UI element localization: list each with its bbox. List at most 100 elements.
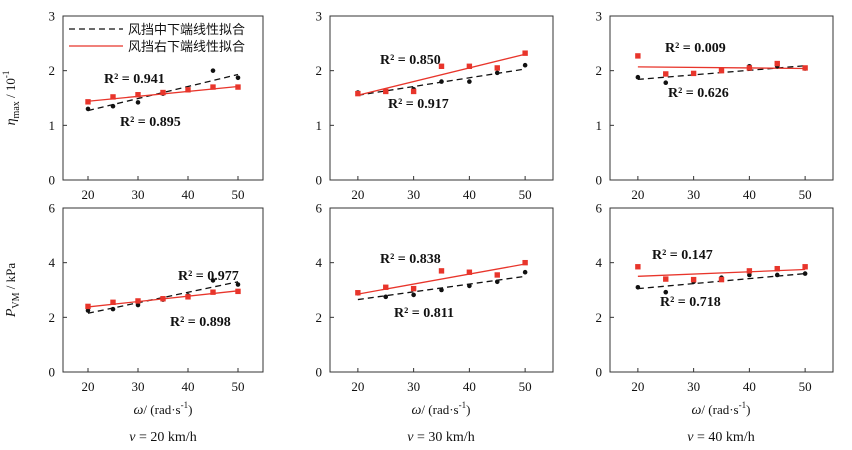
panel-r0-c2: 0 1 2 3 20 30 40 50 bbox=[596, 9, 834, 202]
data-point-right bbox=[135, 298, 141, 304]
x-tick-label: 40 bbox=[743, 379, 756, 394]
x-tick-label: 30 bbox=[132, 187, 145, 202]
data-point-right bbox=[718, 276, 725, 283]
y-label-symbol: η bbox=[4, 118, 19, 125]
r-squared-label: R² = 0.718 bbox=[660, 295, 721, 310]
plot-frame bbox=[609, 15, 834, 181]
data-point-right bbox=[210, 84, 216, 90]
y-tick-label: 2 bbox=[316, 310, 323, 325]
y-label-exponent: -1 bbox=[1, 71, 11, 79]
data-point-middle bbox=[235, 282, 241, 287]
data-point-middle bbox=[635, 74, 641, 80]
x-tick-label: 30 bbox=[132, 379, 145, 394]
data-point-right bbox=[355, 290, 361, 296]
data-point-right bbox=[135, 92, 141, 98]
x-axis-label: ω/ (rad·s-1) bbox=[412, 400, 471, 418]
data-point-right bbox=[210, 289, 216, 295]
data-point-right bbox=[466, 63, 473, 69]
y-tick-label: 2 bbox=[596, 310, 603, 325]
data-point-middle bbox=[494, 70, 500, 76]
caption-variable: v bbox=[687, 430, 694, 445]
x-label-symbol: ω bbox=[412, 403, 422, 418]
x-tick-label: 20 bbox=[631, 187, 644, 202]
x-label-symbol: ω bbox=[692, 403, 702, 418]
data-point-middle bbox=[439, 79, 444, 84]
y-tick-label: 4 bbox=[316, 255, 323, 270]
r-squared-label: R² = 0.977 bbox=[178, 269, 239, 284]
y-tick-label: 0 bbox=[596, 173, 603, 188]
r-squared-label: R² = 0.626 bbox=[668, 86, 729, 101]
x-label-unit: / (rad·s bbox=[143, 402, 180, 417]
r-squared-label: R² = 0.917 bbox=[388, 97, 449, 112]
r-squared-label: R² = 0.895 bbox=[120, 115, 181, 130]
x-tick-label: 50 bbox=[799, 379, 812, 394]
data-point-middle bbox=[635, 284, 641, 290]
data-point-right bbox=[690, 70, 697, 77]
data-point-middle bbox=[439, 287, 444, 293]
y-tick-label: 4 bbox=[596, 255, 603, 270]
y-axis-label-bottom: PVM / kPa bbox=[3, 263, 22, 319]
data-point-right bbox=[746, 268, 753, 274]
x-tick-label: 50 bbox=[232, 187, 245, 202]
y-label-subscript: VM bbox=[11, 292, 22, 308]
data-point-middle bbox=[467, 79, 472, 84]
data-point-right bbox=[410, 285, 417, 292]
data-point-middle bbox=[110, 103, 116, 109]
data-point-right bbox=[185, 87, 191, 93]
data-point-right bbox=[522, 259, 528, 266]
caption-value: = 40 km/h bbox=[694, 430, 755, 445]
y-tick-label: 1 bbox=[316, 118, 323, 133]
x-label-close: ) bbox=[188, 402, 192, 417]
panel-r1-c1: 0 2 4 6 20 30 40 50 bbox=[316, 201, 554, 394]
x-axis-label: ω/ (rad·s-1) bbox=[134, 400, 193, 418]
y-label-unit: / 10 bbox=[3, 78, 18, 101]
data-point-right bbox=[85, 99, 91, 105]
y-tick-label: 4 bbox=[49, 255, 56, 270]
data-point-right bbox=[494, 65, 500, 71]
x-tick-label: 40 bbox=[463, 379, 476, 394]
x-tick-label: 30 bbox=[407, 187, 420, 202]
data-point-middle bbox=[663, 289, 669, 295]
x-label-close: ) bbox=[746, 402, 750, 417]
data-point-right bbox=[235, 84, 241, 90]
data-point-middle bbox=[411, 292, 416, 298]
x-tick-label: 40 bbox=[182, 187, 195, 202]
data-point-right bbox=[802, 65, 808, 71]
panel-r1-c0: 0 2 4 6 20 30 40 50 bbox=[49, 201, 264, 394]
panel-r0-c0: 0 1 2 3 20 30 40 50 bbox=[49, 9, 264, 202]
x-axis-label: ω/ (rad·s-1) bbox=[692, 400, 751, 418]
x-tick-label: 40 bbox=[182, 379, 195, 394]
r-squared-label: R² = 0.009 bbox=[665, 41, 726, 56]
x-tick-label: 50 bbox=[799, 187, 812, 202]
fit-line-right bbox=[357, 53, 526, 96]
caption-variable: v bbox=[407, 430, 414, 445]
data-point-right bbox=[522, 50, 528, 56]
data-point-right bbox=[466, 269, 473, 275]
data-point-right bbox=[438, 268, 445, 274]
x-tick-label: 40 bbox=[463, 187, 476, 202]
data-point-middle bbox=[383, 294, 389, 300]
y-tick-label: 6 bbox=[49, 201, 56, 216]
data-point-middle bbox=[747, 272, 752, 278]
x-tick-label: 20 bbox=[82, 379, 95, 394]
data-point-middle bbox=[135, 302, 141, 308]
x-label-close: ) bbox=[466, 402, 470, 417]
y-tick-label: 2 bbox=[596, 63, 603, 78]
y-tick-label: 2 bbox=[49, 63, 56, 78]
r-squared-label: R² = 0.941 bbox=[104, 72, 165, 87]
x-tick-label: 50 bbox=[519, 379, 532, 394]
y-tick-label: 1 bbox=[596, 118, 603, 133]
data-point-right bbox=[383, 284, 389, 290]
data-point-middle bbox=[135, 100, 141, 105]
plot-frame bbox=[329, 15, 554, 181]
data-point-right bbox=[110, 299, 116, 305]
data-point-right bbox=[185, 294, 191, 300]
data-point-right bbox=[718, 67, 725, 74]
data-point-right bbox=[494, 272, 500, 278]
plot-frame bbox=[62, 207, 264, 373]
panel-r0-c1: 0 1 2 3 20 30 40 50 bbox=[316, 9, 554, 202]
data-point-right bbox=[690, 276, 697, 283]
data-point-right bbox=[160, 296, 166, 302]
y-tick-label: 2 bbox=[316, 63, 323, 78]
